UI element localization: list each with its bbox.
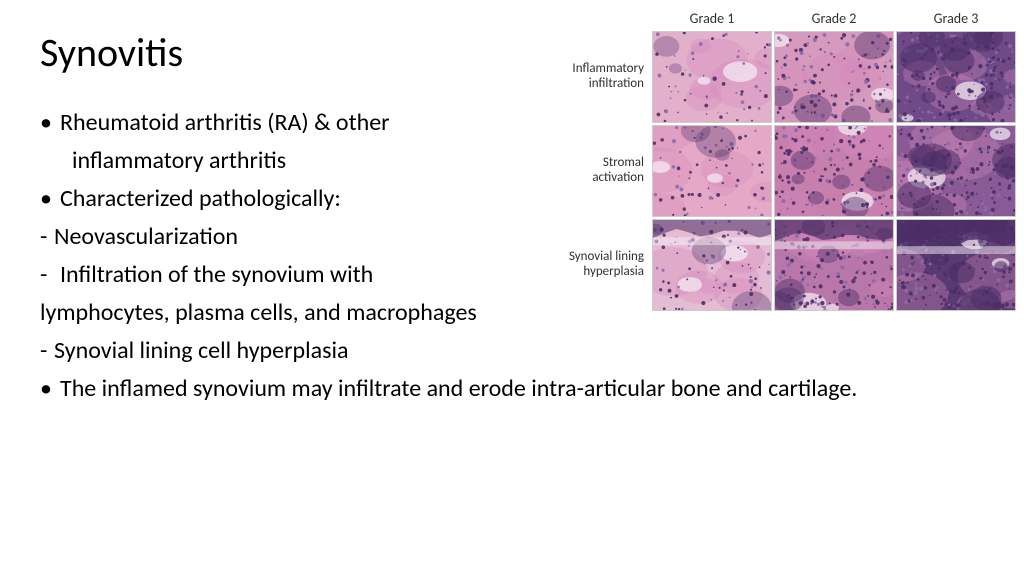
body-text: Synovial lining cell hyperplasia — [54, 333, 984, 369]
row-label: Stromal activation — [560, 125, 650, 217]
histology-cell — [774, 31, 894, 123]
body-line: •The inflamed synovium may infiltrate an… — [40, 371, 984, 407]
body-text: lymphocytes, plasma cells, and macrophag… — [40, 298, 477, 327]
col-header-grade3: Grade 3 — [896, 10, 1016, 29]
histology-cell — [896, 31, 1016, 123]
bullet-marker: - — [40, 219, 54, 255]
bullet-marker: • — [40, 371, 60, 407]
histology-cell — [774, 219, 894, 311]
bullet-marker: • — [40, 105, 60, 141]
body-text: The inflamed synovium may infiltrate and… — [60, 371, 984, 407]
figure-row: Synovial lining hyperplasia — [560, 219, 1016, 311]
histology-cell — [774, 125, 894, 217]
histology-cell — [896, 219, 1016, 311]
row-label: Synovial lining hyperplasia — [560, 219, 650, 311]
histology-figure: Grade 1 Grade 2 Grade 3 Inflammatory inf… — [560, 10, 1016, 313]
figure-row: Stromal activation — [560, 125, 1016, 217]
figure-row: Inflammatory infiltration — [560, 31, 1016, 123]
histology-cell — [652, 125, 772, 217]
slide: Synovitis •Rheumatoid arthritis (RA) & o… — [0, 0, 1024, 576]
bullet-marker: • — [40, 181, 60, 217]
col-header-grade1: Grade 1 — [652, 10, 772, 29]
body-line: -Synovial lining cell hyperplasia — [40, 333, 984, 369]
body-text: inflammatory arthritis — [72, 146, 286, 175]
bullet-marker: - — [40, 333, 54, 369]
bullet-marker: - — [40, 257, 60, 293]
row-label: Inflammatory infiltration — [560, 31, 650, 123]
histology-cell — [652, 31, 772, 123]
col-header-grade2: Grade 2 — [774, 10, 894, 29]
histology-cell — [896, 125, 1016, 217]
figure-column-headers: Grade 1 Grade 2 Grade 3 — [560, 10, 1016, 29]
histology-cell — [652, 219, 772, 311]
